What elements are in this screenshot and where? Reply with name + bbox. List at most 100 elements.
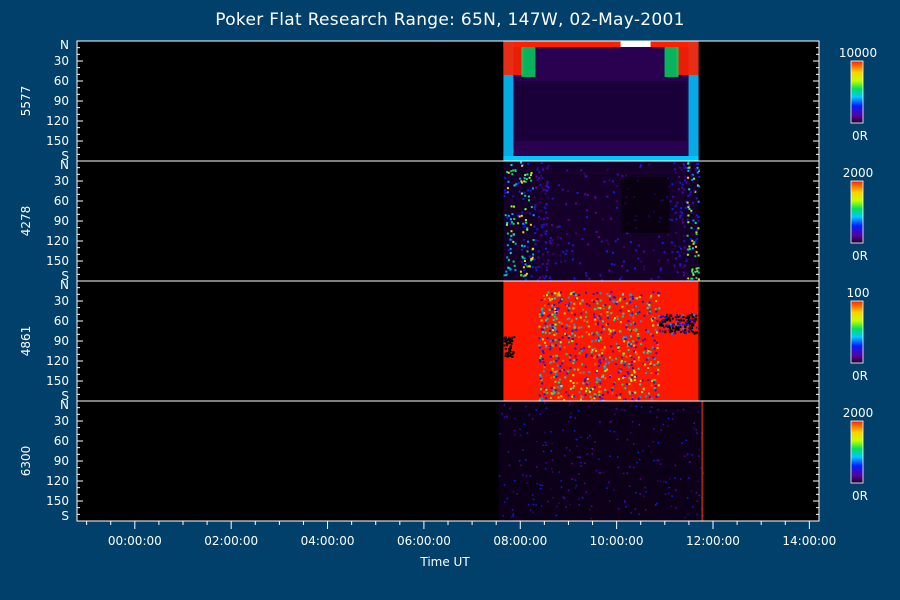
noise-dot bbox=[602, 304, 605, 307]
noise-dot bbox=[524, 278, 527, 281]
noise-dot bbox=[518, 460, 521, 462]
noise-dot bbox=[601, 375, 603, 378]
noise-dot bbox=[535, 239, 538, 242]
noise-dot bbox=[630, 431, 632, 434]
noise-dot bbox=[591, 340, 593, 343]
noise-dot bbox=[555, 370, 558, 373]
noise-dot bbox=[655, 504, 657, 506]
noise-dot bbox=[615, 394, 618, 397]
noise-dot bbox=[645, 328, 647, 331]
noise-dot bbox=[572, 386, 575, 389]
noise-dot bbox=[643, 338, 646, 341]
colorbar-min-label: 0R bbox=[852, 369, 868, 383]
noise-dot bbox=[554, 323, 557, 326]
noise-dot bbox=[635, 312, 638, 315]
noise-dot bbox=[505, 342, 508, 345]
noise-dot bbox=[617, 396, 620, 399]
noise-dot bbox=[598, 390, 601, 393]
noise-dot bbox=[511, 221, 513, 224]
noise-dot bbox=[654, 372, 657, 375]
noise-dot bbox=[602, 393, 605, 396]
noise-dot bbox=[546, 251, 549, 254]
noise-dot bbox=[571, 258, 574, 261]
noise-dot bbox=[685, 321, 688, 324]
noise-dot bbox=[629, 323, 632, 326]
noise-dot bbox=[678, 314, 681, 317]
noise-dot bbox=[571, 332, 574, 335]
noise-dot bbox=[537, 256, 540, 259]
noise-dot bbox=[578, 352, 581, 355]
noise-dot bbox=[595, 300, 598, 303]
noise-dot bbox=[650, 406, 653, 408]
noise-dot bbox=[571, 395, 574, 398]
noise-dot bbox=[684, 323, 687, 326]
noise-dot bbox=[546, 217, 549, 219]
noise-dot bbox=[652, 291, 655, 294]
noise-dot bbox=[687, 248, 690, 251]
noise-dot bbox=[558, 294, 561, 297]
noise-dot bbox=[685, 258, 688, 261]
noise-dot bbox=[573, 313, 576, 316]
noise-dot bbox=[681, 314, 684, 317]
noise-dot bbox=[573, 385, 575, 387]
noise-dot bbox=[507, 336, 510, 339]
noise-dot bbox=[606, 311, 609, 314]
noise-dot bbox=[639, 478, 642, 480]
noise-dot bbox=[525, 405, 527, 408]
noise-dot bbox=[560, 480, 562, 482]
noise-dot bbox=[511, 353, 514, 356]
noise-dot bbox=[608, 179, 611, 182]
noise-dot bbox=[638, 296, 641, 299]
noise-dot bbox=[591, 448, 593, 450]
noise-dot bbox=[552, 355, 555, 358]
noise-dot bbox=[697, 254, 700, 257]
noise-dot bbox=[647, 367, 650, 369]
noise-dot bbox=[544, 247, 547, 250]
noise-dot bbox=[621, 293, 624, 296]
noise-dot bbox=[677, 319, 680, 321]
noise-dot bbox=[571, 478, 574, 480]
noise-dot bbox=[617, 456, 619, 458]
noise-dot bbox=[624, 500, 626, 502]
noise-dot bbox=[512, 169, 515, 172]
noise-dot bbox=[568, 489, 570, 492]
noise-dot bbox=[692, 506, 694, 508]
noise-dot bbox=[679, 210, 682, 213]
noise-dot bbox=[506, 344, 508, 347]
noise-dot bbox=[614, 240, 617, 243]
noise-dot bbox=[613, 383, 616, 386]
noise-dot bbox=[686, 234, 689, 237]
noise-dot bbox=[667, 492, 670, 494]
panel-label-5577: 5577 bbox=[19, 86, 33, 117]
noise-dot bbox=[679, 326, 682, 328]
noise-dot bbox=[535, 504, 537, 506]
noise-dot bbox=[540, 309, 543, 312]
noise-dot bbox=[530, 174, 532, 177]
noise-dot bbox=[560, 237, 563, 240]
noise-dot bbox=[503, 337, 506, 340]
noise-dot bbox=[686, 279, 689, 281]
noise-dot bbox=[650, 361, 652, 364]
noise-dot bbox=[683, 274, 685, 277]
noise-dot bbox=[598, 472, 600, 474]
noise-dot bbox=[655, 352, 658, 355]
noise-dot bbox=[690, 174, 693, 177]
noise-dot bbox=[675, 507, 677, 509]
noise-dot bbox=[595, 376, 598, 379]
noise-dot bbox=[510, 239, 513, 241]
noise-dot bbox=[681, 212, 684, 214]
noise-dot bbox=[700, 437, 703, 439]
noise-dot bbox=[523, 269, 526, 272]
y-tick-label: N bbox=[60, 398, 69, 412]
noise-dot bbox=[635, 375, 638, 378]
noise-dot bbox=[578, 497, 580, 500]
noise-dot bbox=[524, 274, 527, 277]
noise-dot bbox=[633, 466, 635, 469]
noise-dot bbox=[659, 267, 662, 270]
noise-dot bbox=[581, 335, 584, 338]
noise-dot bbox=[618, 396, 621, 399]
noise-dot bbox=[534, 232, 537, 235]
noise-dot bbox=[690, 277, 693, 280]
noise-dot bbox=[607, 361, 610, 364]
noise-dot bbox=[508, 342, 511, 345]
